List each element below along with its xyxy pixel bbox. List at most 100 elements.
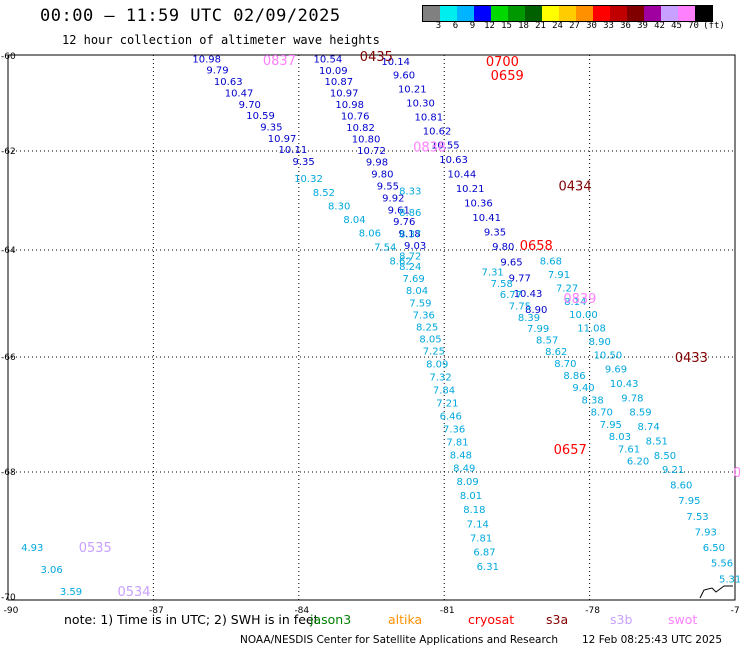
wave-height-label: 10.50 [594, 350, 623, 361]
wave-height-label: 8.24 [399, 262, 421, 273]
wave-height-label: 6.31 [477, 562, 499, 573]
wave-height-label: 10.82 [346, 123, 375, 134]
satellite-legend-altika: altika [388, 612, 423, 627]
satellite-legend-s3a: s3a [546, 612, 569, 627]
wave-height-label: 8.59 [629, 408, 651, 419]
wave-height-label: 8.04 [343, 215, 365, 226]
wave-height-label: 9.92 [382, 193, 404, 204]
wave-height-label: 5.56 [711, 559, 733, 570]
legend-swatch [440, 6, 457, 21]
legend-tick-label: 18 [518, 21, 529, 31]
map-frame [7, 54, 736, 601]
wave-height-label: 7.91 [548, 270, 570, 281]
wave-height-label: 8.33 [399, 187, 421, 198]
wave-height-label: 10.30 [406, 99, 435, 110]
wave-height-label: 6.77 [500, 290, 522, 301]
wave-height-label: 8.90 [589, 337, 611, 348]
legend-tick-label: 27 [569, 21, 580, 31]
legend-tick-label: 24 [552, 21, 563, 31]
legend-swatch [610, 6, 627, 21]
wave-height-label: 8.05 [419, 335, 441, 346]
wave-height-label: 8.06 [359, 229, 381, 240]
wave-height-label: 9.61 [388, 205, 410, 216]
pass-time-label: 0433 [675, 351, 708, 366]
legend-tick-label: 3 [435, 21, 442, 31]
satellite-legend-s3b: s3b [610, 612, 633, 627]
wave-height-label: 10.43 [514, 289, 543, 300]
wave-height-label: 6.20 [627, 457, 649, 468]
wave-height-label: 8.39 [518, 313, 540, 324]
wave-height-label: 10.97 [330, 89, 359, 100]
wave-height-label: 8.38 [581, 395, 603, 406]
wave-height-label: 7.84 [433, 385, 455, 396]
wave-height-label: 8.50 [654, 451, 676, 462]
wave-height-label: 9.21 [662, 465, 684, 476]
pass-time-label: 0434 [559, 180, 592, 195]
wave-height-label: 10.09 [319, 66, 348, 77]
wave-height-label: 10.87 [324, 77, 353, 88]
wave-height-label: 10.47 [225, 88, 254, 99]
wave-height-label: 7.14 [467, 519, 489, 530]
wave-height-label: 10.32 [294, 174, 323, 185]
wave-height-label: 8.62 [545, 347, 567, 358]
wave-height-label: 7.99 [527, 324, 549, 335]
lon-tick-label: -84 [294, 606, 309, 616]
wave-height-label: 8.57 [536, 336, 558, 347]
wave-height-label: 8.09 [426, 359, 448, 370]
wave-height-label: 8.72 [399, 251, 421, 262]
wave-height-label: 10.11 [279, 145, 308, 156]
wave-height-label: 8.37 [399, 230, 421, 241]
wave-height-label: 10.76 [341, 112, 370, 123]
wave-height-label: 7.36 [413, 310, 435, 321]
lon-tick-label: -75 [731, 606, 740, 616]
wave-height-label: 8.62 [389, 257, 411, 268]
legend-tick-label: 36 [620, 21, 631, 31]
wave-height-label: 10.00 [569, 310, 598, 321]
legend-swatch [474, 6, 491, 21]
legend-tick-label: 15 [501, 21, 512, 31]
wave-height-label: 10.21 [456, 184, 485, 195]
wave-height-label: 7.25 [423, 347, 445, 358]
wave-height-label: 7.93 [695, 527, 717, 538]
wave-height-label: 8.18 [463, 505, 485, 516]
pass-time-label: 0700 [486, 55, 519, 70]
lat-tick-label: -62 [1, 147, 16, 157]
wave-height-label: 6.46 [440, 411, 462, 422]
wave-height-label: 10.36 [464, 199, 493, 210]
wave-height-label: 9.98 [366, 158, 388, 169]
lat-tick-label: -66 [1, 353, 16, 363]
color-legend-bar [422, 5, 713, 22]
wave-height-label: 9.69 [605, 365, 627, 376]
pass-time-label: 0435 [360, 50, 393, 65]
wave-height-label: 10.43 [610, 379, 639, 390]
wave-height-label: 10.72 [357, 146, 386, 157]
wave-height-label: 9.76 [393, 217, 415, 228]
wave-height-label: 9.60 [393, 71, 415, 82]
legend-swatch [423, 6, 440, 21]
pass-time-label: 0840 [733, 466, 740, 481]
pass-time-label: 0839 [563, 292, 596, 307]
wave-height-label: 10.62 [423, 127, 452, 138]
page-subtitle: 12 hour collection of altimeter wave hei… [62, 33, 380, 47]
wave-height-label: 7.95 [600, 420, 622, 431]
wave-height-label: 10.54 [314, 54, 343, 65]
wave-height-label: 8.25 [416, 323, 438, 334]
legend-swatch [576, 6, 593, 21]
wave-height-label: 11.08 [577, 324, 606, 335]
legend-swatch [508, 6, 525, 21]
wave-height-label: 4.93 [21, 543, 43, 554]
legend-swatch [644, 6, 661, 21]
wave-height-label: 9.79 [206, 66, 228, 77]
wave-height-label: 9.55 [377, 181, 399, 192]
wave-height-label: 10.98 [335, 100, 364, 111]
wave-height-label: 9.80 [371, 170, 393, 181]
legend-swatch [627, 6, 644, 21]
legend-tick-label: 30 [586, 21, 597, 31]
satellite-legend-cryosat: cryosat [468, 612, 515, 627]
wave-height-label: 7.36 [443, 424, 465, 435]
footer-note: note: 1) Time is in UTC; 2) SWH is in fe… [64, 612, 319, 627]
wave-height-label: 8.14 [564, 297, 586, 308]
wave-height-label: 9.18 [399, 229, 421, 240]
wave-height-label: 7.95 [678, 496, 700, 507]
wave-height-label: 8.48 [450, 450, 472, 461]
